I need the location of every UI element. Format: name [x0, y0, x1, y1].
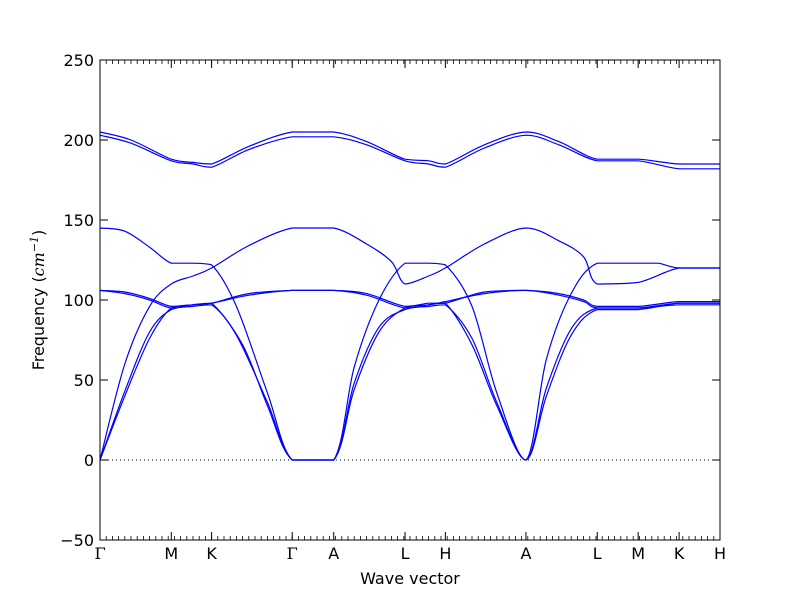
- y-axis-label-unit-exp: −1: [28, 236, 41, 252]
- x-tick-label: Γ: [94, 544, 105, 563]
- y-axis-label: Frequency (cm−1): [28, 230, 48, 371]
- x-tick-label: Γ: [287, 544, 298, 563]
- x-tick-label: A: [328, 544, 339, 563]
- x-axis-label: Wave vector: [360, 569, 460, 588]
- minor-tick-layer: [99, 60, 721, 540]
- x-tick-label: M: [631, 544, 645, 563]
- x-tick-label: K: [674, 544, 685, 563]
- y-tick-label: 250: [63, 51, 94, 70]
- x-tick-label: A: [520, 544, 531, 563]
- band-line-3: [99, 289, 720, 309]
- y-tick-label: 200: [63, 131, 94, 150]
- y-tick-label: 0: [84, 451, 94, 470]
- band-line-7: [99, 131, 720, 165]
- series-layer: [99, 131, 720, 461]
- x-tick-label: L: [593, 544, 602, 563]
- plot-frame: [99, 59, 721, 541]
- y-tick-label: −50: [60, 531, 94, 550]
- y-tick-label: 150: [63, 211, 94, 230]
- band-line-8: [99, 134, 720, 170]
- y-tick-label: 100: [63, 291, 94, 310]
- x-tick-label: H: [714, 544, 726, 563]
- x-tick-label: L: [401, 544, 410, 563]
- y-axis-label-suffix: ): [29, 230, 48, 236]
- y-tick-label: 50: [74, 371, 94, 390]
- y-tick-layer: −50 0 50 100 150 200 250: [60, 51, 720, 550]
- y-axis-label-unit-base: cm: [29, 252, 48, 276]
- x-tick-label: M: [164, 544, 178, 563]
- x-tick-label: K: [206, 544, 217, 563]
- band-line-6: [99, 227, 720, 461]
- band-line-2: [99, 304, 720, 461]
- band-line-4: [99, 289, 720, 308]
- y-axis-label-prefix: Frequency (: [29, 276, 48, 370]
- x-tick-label: H: [439, 544, 451, 563]
